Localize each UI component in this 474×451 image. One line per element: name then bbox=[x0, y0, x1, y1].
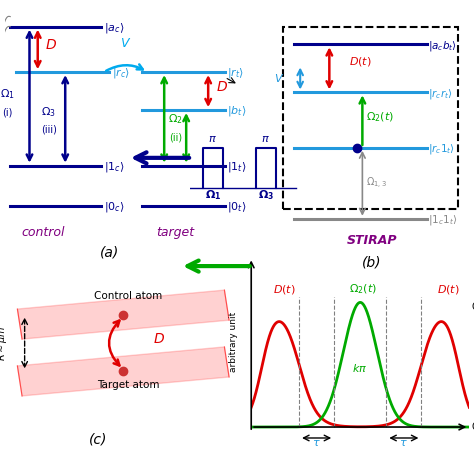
Polygon shape bbox=[18, 347, 229, 396]
Text: $V$: $V$ bbox=[273, 72, 284, 84]
Text: $|1_c\rangle$: $|1_c\rangle$ bbox=[104, 160, 125, 174]
Text: $k\pi$: $k\pi$ bbox=[352, 362, 367, 374]
Text: $|b_t\rangle$: $|b_t\rangle$ bbox=[228, 104, 247, 118]
Text: $|0_c\rangle$: $|0_c\rangle$ bbox=[104, 200, 125, 214]
Text: $|1_t\rangle$: $|1_t\rangle$ bbox=[228, 160, 247, 174]
Text: Target atom: Target atom bbox=[97, 381, 159, 391]
Text: $\Omega_2(t)$: $\Omega_2(t)$ bbox=[366, 110, 394, 124]
Text: (iii): (iii) bbox=[41, 125, 57, 135]
Text: $D$: $D$ bbox=[46, 38, 57, 52]
Text: (ii): (ii) bbox=[169, 132, 182, 143]
Text: $|0_t\rangle$: $|0_t\rangle$ bbox=[228, 200, 247, 214]
Text: $D(t)$: $D(t)$ bbox=[349, 55, 372, 68]
Text: (i): (i) bbox=[2, 107, 13, 117]
Text: $D(t)$: $D(t)$ bbox=[273, 283, 296, 296]
Text: ON: ON bbox=[472, 302, 474, 313]
Text: OFF: OFF bbox=[472, 422, 474, 432]
Text: $\Omega_2(t)$: $\Omega_2(t)$ bbox=[349, 283, 377, 296]
Text: STIRAP: STIRAP bbox=[347, 234, 397, 247]
Text: target: target bbox=[156, 226, 194, 239]
Text: $\mathbf{\Omega_3}$: $\mathbf{\Omega_3}$ bbox=[258, 189, 274, 202]
Text: $D$: $D$ bbox=[216, 80, 228, 94]
Text: $R{\sim}\mu m$: $R{\sim}\mu m$ bbox=[0, 325, 9, 361]
Text: (c): (c) bbox=[90, 433, 108, 446]
Text: $\tau$: $\tau$ bbox=[312, 438, 321, 448]
Text: (a): (a) bbox=[100, 245, 119, 259]
Text: $|a_c\rangle$: $|a_c\rangle$ bbox=[104, 21, 124, 35]
Text: $\Omega_3$: $\Omega_3$ bbox=[41, 105, 56, 119]
Text: $\pi$: $\pi$ bbox=[262, 134, 270, 144]
Text: Control atom: Control atom bbox=[94, 291, 162, 301]
Text: (b): (b) bbox=[362, 256, 382, 270]
Text: $\Omega_1$: $\Omega_1$ bbox=[0, 87, 15, 101]
Text: $\mathbf{\Omega_1}$: $\mathbf{\Omega_1}$ bbox=[205, 189, 221, 202]
Text: $\tau$: $\tau$ bbox=[400, 438, 408, 448]
Text: $\Omega_{1,3}$: $\Omega_{1,3}$ bbox=[366, 175, 387, 191]
Text: control: control bbox=[21, 226, 65, 239]
Text: $|r_t\rangle$: $|r_t\rangle$ bbox=[228, 66, 245, 80]
Text: $D(t)$: $D(t)$ bbox=[437, 283, 459, 296]
Text: $D$: $D$ bbox=[153, 332, 165, 346]
Text: arbitrary unit: arbitrary unit bbox=[229, 312, 238, 373]
Text: $|r_cr_t\rangle$: $|r_cr_t\rangle$ bbox=[428, 87, 453, 101]
Text: $|r_c\rangle$: $|r_c\rangle$ bbox=[112, 66, 130, 80]
Text: $|r_c1_t\rangle$: $|r_c1_t\rangle$ bbox=[428, 142, 456, 156]
Text: $V$: $V$ bbox=[120, 37, 131, 50]
Polygon shape bbox=[18, 290, 229, 339]
Text: $\Omega_2$: $\Omega_2$ bbox=[168, 113, 182, 126]
Text: $|a_cb_t\rangle$: $|a_cb_t\rangle$ bbox=[428, 39, 457, 53]
Text: $\pi$: $\pi$ bbox=[209, 134, 217, 144]
Text: $|1_c1_t\rangle$: $|1_c1_t\rangle$ bbox=[428, 213, 458, 227]
